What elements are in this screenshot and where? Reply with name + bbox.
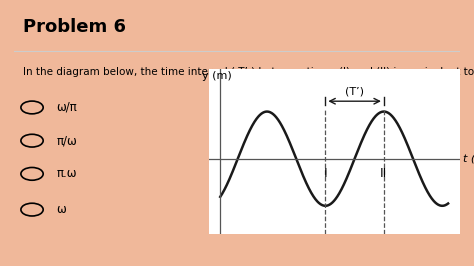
- Text: t (s): t (s): [463, 154, 474, 164]
- Text: In the diagram below, the time interval ( T’ ) between times (I) and (II) is equ: In the diagram below, the time interval …: [23, 67, 474, 77]
- Text: (T’): (T’): [345, 86, 364, 97]
- Text: I: I: [324, 167, 327, 180]
- Text: II: II: [380, 167, 387, 180]
- Text: ω/π: ω/π: [56, 101, 77, 114]
- Bar: [14, 5, 460, 51]
- Text: π.ω: π.ω: [56, 167, 77, 180]
- Text: y (m): y (m): [202, 71, 232, 81]
- Text: ω: ω: [56, 203, 66, 216]
- Text: Problem 6: Problem 6: [23, 18, 126, 36]
- Text: π/ω: π/ω: [56, 134, 77, 147]
